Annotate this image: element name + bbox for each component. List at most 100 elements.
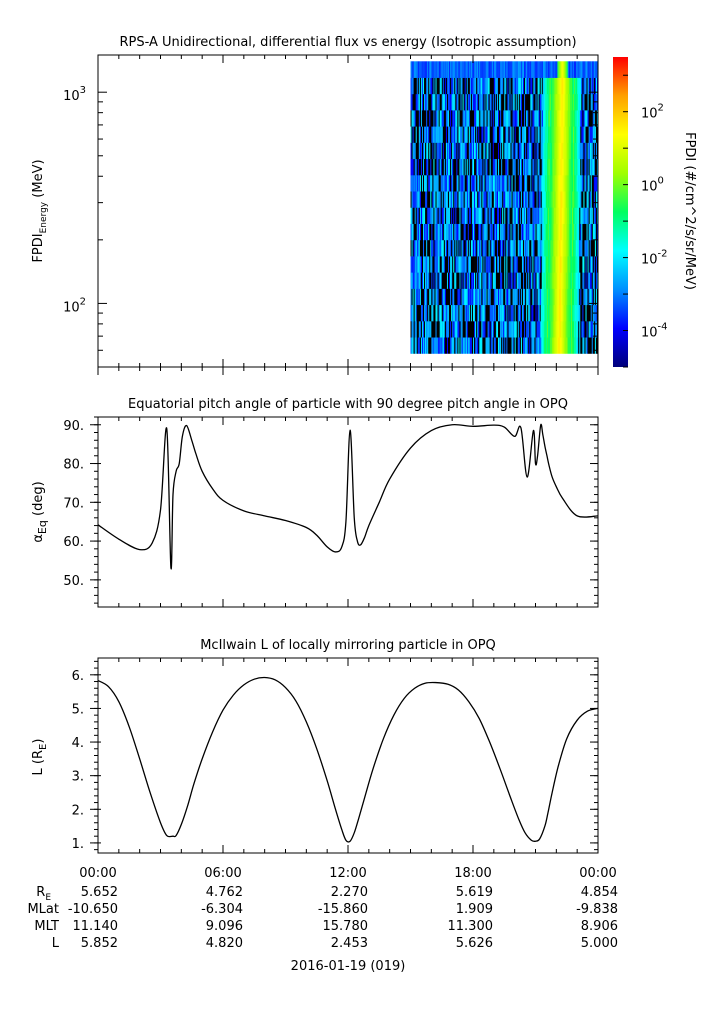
spectrogram-cell [438, 61, 441, 78]
spectrogram-cell [494, 223, 497, 241]
spectrogram-cell [550, 142, 552, 160]
spectrogram-cell [442, 337, 445, 354]
spectrogram-cell [499, 207, 501, 224]
spectrogram-cell [432, 223, 434, 241]
spectrogram-cell [411, 207, 413, 224]
spectrogram-cell [534, 191, 536, 208]
spectrogram-cell [456, 223, 458, 241]
spectrogram-cell [487, 77, 489, 95]
spectrogram-cell [570, 256, 573, 273]
spectrogram-cell [507, 191, 509, 208]
spectrogram-cell [539, 288, 542, 306]
spectrogram-cell [560, 239, 562, 257]
spectrogram-cell [561, 126, 563, 143]
spectrogram-cell [556, 142, 558, 160]
spectrogram-cell [470, 158, 473, 176]
spectrogram-cell [424, 174, 426, 192]
spectrogram-cell [526, 223, 528, 241]
panel-1-x-ticks [97, 55, 599, 375]
spectrogram-cell [558, 174, 560, 192]
spectrogram-cell [534, 93, 536, 111]
spectrogram-cell [525, 223, 527, 241]
spectrogram-cell [538, 77, 541, 95]
spectrogram-cell [450, 223, 452, 241]
spectrogram-cell [501, 191, 503, 208]
spectrogram-cell [555, 61, 557, 78]
spectrogram-cell [536, 223, 538, 241]
spectrogram-cell [587, 158, 589, 176]
spectrogram-cell [526, 142, 528, 160]
spectrogram-cell [457, 272, 459, 289]
date-label: 2016-01-19 (019) [291, 959, 406, 974]
spectrogram-cell [414, 272, 417, 289]
spectrogram-cell [549, 158, 551, 176]
spectrogram-cell [410, 158, 412, 176]
spectrogram-cell [589, 256, 592, 273]
spectrogram-cell [520, 304, 523, 322]
spectrogram-cell [417, 239, 420, 257]
spectrogram-cell [560, 93, 562, 111]
spectrogram-cell [518, 174, 521, 192]
spectrogram-cell [411, 304, 413, 322]
spectrogram-cell [521, 110, 524, 127]
spectrogram-cell [542, 223, 545, 241]
spectrogram-cell [586, 256, 588, 273]
spectrogram-cell [486, 93, 488, 111]
spectrogram-cell [457, 256, 459, 273]
spectrogram-cell [561, 191, 563, 208]
spectrogram-cell [450, 207, 452, 224]
spectrogram-cell [523, 320, 525, 338]
spectrogram-cell [488, 191, 491, 208]
spectrogram-cell [569, 304, 572, 322]
spectrogram-cell [582, 272, 584, 289]
spectrogram-cell [424, 158, 426, 176]
spectrogram-cell [418, 239, 421, 257]
spectrogram-cell [468, 174, 471, 192]
spectrogram-cell [414, 191, 417, 208]
spectrogram-cell [448, 174, 450, 192]
spectrogram-cell [478, 110, 480, 127]
spectrogram-cell [556, 239, 558, 257]
spectrogram-cell [481, 223, 483, 241]
spectrogram-cell [490, 337, 493, 354]
spectrogram-cell [570, 304, 573, 322]
spectrogram-cell [588, 77, 591, 95]
spectrogram-cell [507, 158, 509, 176]
spectrogram-cell [526, 191, 528, 208]
spectrogram-cell [569, 239, 572, 257]
spectrogram-cell [458, 223, 460, 241]
spectrogram-cell [460, 239, 462, 257]
spectrogram-cell [593, 337, 596, 354]
spectrogram-cell [426, 61, 428, 78]
spectrogram-cell [595, 288, 598, 306]
spectrogram-cell [579, 239, 581, 257]
spectrogram-cell [451, 174, 453, 192]
spectrogram-cell [505, 223, 507, 241]
spectrogram-cell [460, 110, 462, 127]
spectrogram-cell [533, 174, 535, 192]
spectrogram-cell [488, 223, 491, 241]
spectrogram-cell [502, 207, 504, 224]
spectrogram-cell [549, 256, 551, 273]
spectrogram-cell [543, 110, 546, 127]
spectrogram-cell [488, 288, 491, 306]
spectrogram-cell [442, 191, 445, 208]
spectrogram-cell [554, 77, 556, 95]
spectrogram-cell [494, 191, 497, 208]
spectrogram-cell [488, 337, 491, 354]
spectrogram-cell [541, 174, 544, 192]
spectrogram-cell [436, 174, 438, 192]
spectrogram-cell [484, 256, 486, 273]
spectrogram-cell [553, 320, 555, 338]
y-tick-label: 60. [63, 535, 84, 550]
spectrogram-cell [565, 61, 568, 78]
spectrogram-cell [459, 272, 461, 289]
spectrogram-cell [429, 158, 431, 176]
spectrogram-cell [505, 93, 507, 111]
spectrogram-cell [512, 93, 514, 111]
spectrogram-cell [540, 256, 543, 273]
spectrogram-cell [416, 288, 419, 306]
spectrogram-cell [474, 126, 476, 143]
spectrogram-cell [473, 304, 475, 322]
spectrogram-cell [577, 77, 579, 95]
